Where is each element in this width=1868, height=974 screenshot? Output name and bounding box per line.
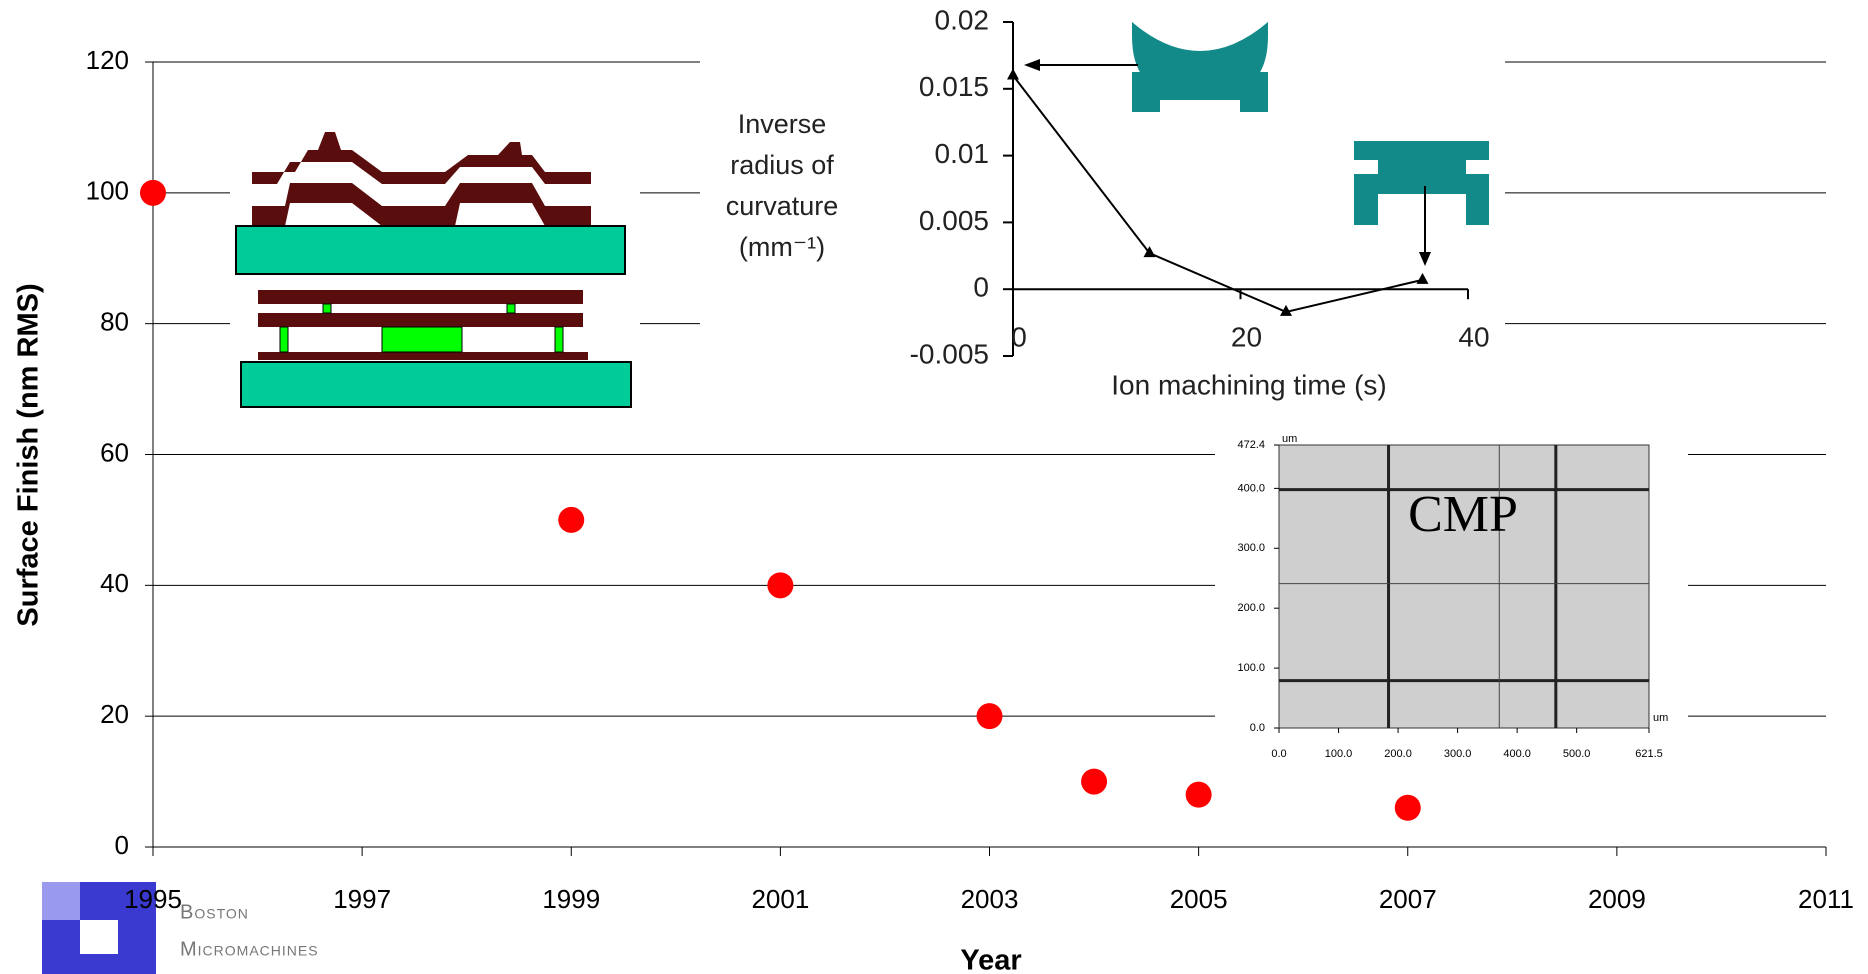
x-tick-label: 621.5 (1635, 748, 1663, 760)
layer (258, 352, 588, 360)
x-tick-label: 2011 (1798, 884, 1854, 914)
y-tick-label: 472.4 (1237, 439, 1265, 451)
layer (258, 290, 583, 304)
annotation: CMP (1408, 486, 1518, 543)
data-point (977, 703, 1003, 729)
x-tick-label: 0.0 (1271, 748, 1286, 760)
page: Boston Micromachines 0 20 40 60 80 100 120 1995… (0, 0, 1868, 974)
data-point (1395, 795, 1421, 821)
data-point (1186, 782, 1212, 808)
x-tick-label: 2003 (961, 884, 1019, 914)
data-point (767, 572, 793, 598)
post (280, 327, 288, 352)
x-tick-label: 20 (1231, 321, 1262, 352)
y-tick-label: 0.02 (935, 4, 990, 35)
y-tick-label: 40 (100, 568, 129, 598)
post (323, 304, 331, 313)
y-tick-label: -0.005 (910, 338, 989, 369)
substrate (236, 226, 625, 274)
x-unit: um (1653, 712, 1668, 724)
y-tick-label: 80 (100, 307, 129, 337)
post (382, 327, 462, 352)
y-tick-label: 100.0 (1237, 662, 1265, 674)
x-tick-label: 500.0 (1563, 748, 1591, 760)
layer (258, 313, 583, 327)
post (555, 327, 563, 352)
x-tick-label: 2007 (1379, 884, 1437, 914)
y-axis-title: Surface Finish (nm RMS) (13, 283, 45, 626)
x-tick-label: 400.0 (1503, 748, 1531, 760)
x-tick-label: 1999 (542, 884, 600, 914)
chart: Boston Micromachines 0 20 40 60 80 100 120 1995… (0, 0, 1868, 974)
data-point (558, 507, 584, 533)
y-axis-title: Inverse (738, 109, 827, 139)
data-point (1081, 769, 1107, 795)
x-axis-title: Year (960, 945, 1021, 974)
x-tick-label: 2001 (751, 884, 809, 914)
x-tick-label: 100.0 (1325, 748, 1353, 760)
x-tick-label: 1995 (124, 884, 182, 914)
y-axis-title: (mm⁻¹) (739, 232, 825, 262)
x-tick-label: 40 (1458, 321, 1489, 352)
logo-block (80, 920, 118, 954)
y-tick-label: 0 (115, 830, 129, 860)
data-point (140, 180, 166, 206)
y-tick-label: 0 (973, 272, 989, 303)
y-tick-label: 300.0 (1237, 542, 1265, 554)
x-tick-label: 2005 (1170, 884, 1228, 914)
x-tick-label: 0 (1011, 321, 1027, 352)
y-tick-label: 400.0 (1237, 482, 1265, 494)
logo-text: Micromachines (180, 938, 319, 960)
y-axis-title: radius of (730, 150, 834, 180)
y-tick-label: 200.0 (1237, 602, 1265, 614)
y-tick-label: 0.005 (919, 205, 989, 236)
substrate (241, 362, 631, 407)
device-illustration (230, 120, 640, 412)
y-tick-label: 120 (86, 45, 129, 75)
x-axis-title: Ion machining time (s) (1111, 369, 1386, 400)
y-tick-label: 0.015 (919, 71, 989, 102)
post (507, 304, 515, 313)
y-tick-label: 100 (86, 176, 129, 206)
y-tick-label: 0.01 (935, 138, 990, 169)
logo-text: Boston (180, 901, 249, 923)
x-tick-label: 2009 (1588, 884, 1646, 914)
x-tick-label: 300.0 (1444, 748, 1472, 760)
y-axis-title: curvature (726, 191, 839, 221)
y-tick-label: 0.0 (1250, 722, 1265, 734)
y-tick-label: 20 (100, 699, 129, 729)
x-tick-label: 1997 (333, 884, 391, 914)
y-unit: um (1282, 433, 1297, 445)
logo-block (42, 882, 80, 920)
x-tick-label: 200.0 (1384, 748, 1412, 760)
y-tick-label: 60 (100, 437, 129, 467)
